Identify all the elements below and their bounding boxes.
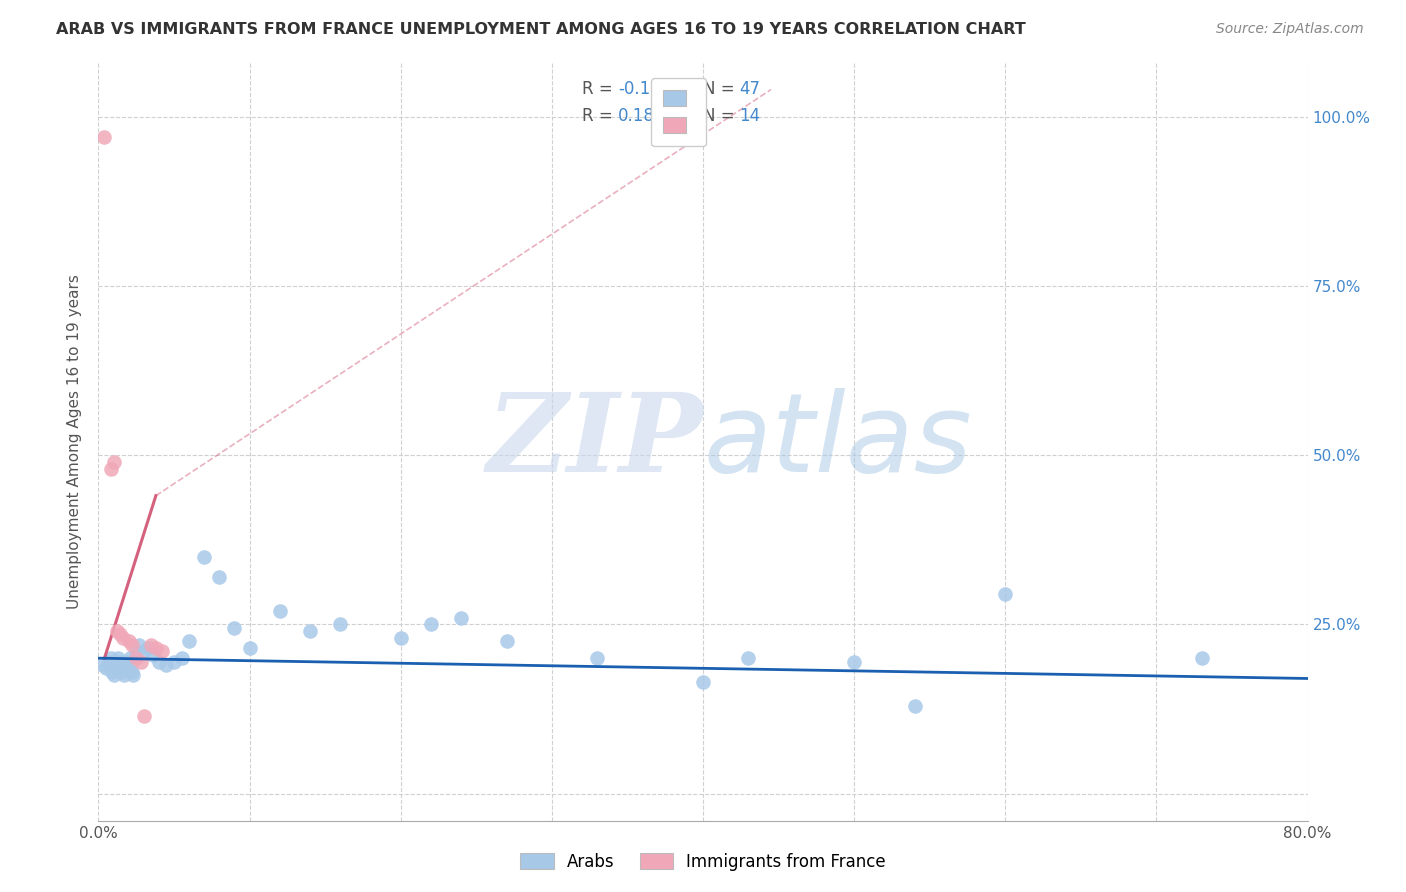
Legend: Arabs, Immigrants from France: Arabs, Immigrants from France — [512, 845, 894, 880]
Text: -0.151: -0.151 — [619, 80, 672, 98]
Point — [148, 655, 170, 669]
Text: R =: R = — [582, 80, 619, 98]
Point — [150, 644, 173, 658]
Point — [128, 638, 150, 652]
Point — [110, 665, 132, 679]
Point — [495, 634, 517, 648]
Text: Source: ZipAtlas.com: Source: ZipAtlas.com — [1216, 22, 1364, 37]
Point — [94, 661, 117, 675]
Point — [101, 665, 124, 679]
Text: ARAB VS IMMIGRANTS FROM FRANCE UNEMPLOYMENT AMONG AGES 16 TO 19 YEARS CORRELATIO: ARAB VS IMMIGRANTS FROM FRANCE UNEMPLOYM… — [56, 22, 1026, 37]
Point — [208, 570, 231, 584]
Text: N =: N = — [703, 80, 740, 98]
Point — [111, 661, 134, 675]
Point — [115, 655, 138, 669]
Point — [299, 624, 322, 639]
Point — [111, 631, 134, 645]
Point — [155, 657, 177, 672]
Point — [692, 674, 714, 689]
Text: R =: R = — [582, 106, 619, 125]
Point — [142, 648, 165, 662]
Y-axis label: Unemployment Among Ages 16 to 19 years: Unemployment Among Ages 16 to 19 years — [67, 274, 83, 609]
Text: 47: 47 — [740, 80, 761, 98]
Point — [844, 655, 866, 669]
Point — [904, 698, 927, 713]
Text: 14: 14 — [740, 106, 761, 125]
Point — [193, 549, 215, 564]
Point — [121, 638, 143, 652]
Text: ZIP: ZIP — [486, 388, 703, 495]
Point — [114, 657, 136, 672]
Point — [125, 644, 148, 658]
Point — [1191, 651, 1213, 665]
Point — [179, 634, 201, 648]
Point — [145, 640, 167, 655]
Point — [269, 604, 291, 618]
Text: 0.184: 0.184 — [619, 106, 665, 125]
Point — [107, 651, 129, 665]
Point — [118, 634, 141, 648]
Point — [121, 665, 143, 679]
Point — [120, 651, 142, 665]
Point — [132, 644, 155, 658]
Point — [108, 627, 131, 641]
Point — [129, 655, 152, 669]
Point — [108, 655, 131, 669]
Point — [737, 651, 759, 665]
Point — [100, 461, 122, 475]
Point — [132, 708, 155, 723]
Point — [141, 638, 163, 652]
Point — [125, 651, 148, 665]
Point — [105, 661, 128, 675]
Point — [91, 657, 114, 672]
Point — [420, 617, 443, 632]
Point — [329, 617, 352, 632]
Legend: , : , — [651, 78, 706, 146]
Text: atlas: atlas — [703, 388, 972, 495]
Point — [994, 587, 1017, 601]
Point — [586, 651, 609, 665]
Point — [104, 657, 127, 672]
Point — [170, 651, 193, 665]
Point — [103, 668, 125, 682]
Text: N =: N = — [703, 106, 740, 125]
Point — [98, 655, 121, 669]
Point — [100, 651, 122, 665]
Point — [112, 668, 135, 682]
Point — [93, 129, 115, 144]
Point — [122, 668, 145, 682]
Point — [103, 455, 125, 469]
Point — [136, 640, 159, 655]
Point — [450, 610, 472, 624]
Point — [239, 640, 262, 655]
Point — [105, 624, 128, 639]
Point — [163, 655, 186, 669]
Point — [389, 631, 412, 645]
Point — [118, 661, 141, 675]
Point — [224, 621, 246, 635]
